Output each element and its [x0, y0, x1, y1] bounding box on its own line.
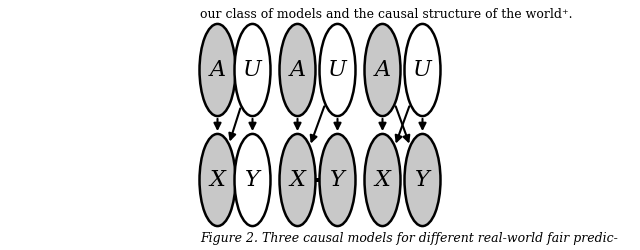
Text: Figure 2. Three causal models for different real-world fair predic-: Figure 2. Three causal models for differ…: [200, 232, 618, 245]
Text: Y: Y: [245, 169, 260, 191]
Text: U: U: [413, 59, 432, 81]
Text: Y: Y: [330, 169, 345, 191]
Text: U: U: [243, 59, 262, 81]
Ellipse shape: [200, 134, 236, 226]
Text: our class of models and the causal structure of the world⁺.: our class of models and the causal struc…: [200, 8, 573, 20]
Ellipse shape: [365, 24, 401, 116]
Ellipse shape: [234, 134, 271, 226]
Ellipse shape: [280, 24, 316, 116]
Ellipse shape: [365, 134, 401, 226]
Text: A: A: [209, 59, 225, 81]
Text: X: X: [209, 169, 225, 191]
Ellipse shape: [319, 134, 355, 226]
Ellipse shape: [404, 24, 440, 116]
Ellipse shape: [200, 24, 236, 116]
Ellipse shape: [319, 24, 355, 116]
Ellipse shape: [280, 134, 316, 226]
Text: Y: Y: [415, 169, 430, 191]
Ellipse shape: [404, 134, 440, 226]
Text: U: U: [328, 59, 347, 81]
Text: X: X: [289, 169, 305, 191]
Text: X: X: [374, 169, 390, 191]
Text: A: A: [374, 59, 390, 81]
Text: A: A: [289, 59, 305, 81]
Ellipse shape: [234, 24, 271, 116]
